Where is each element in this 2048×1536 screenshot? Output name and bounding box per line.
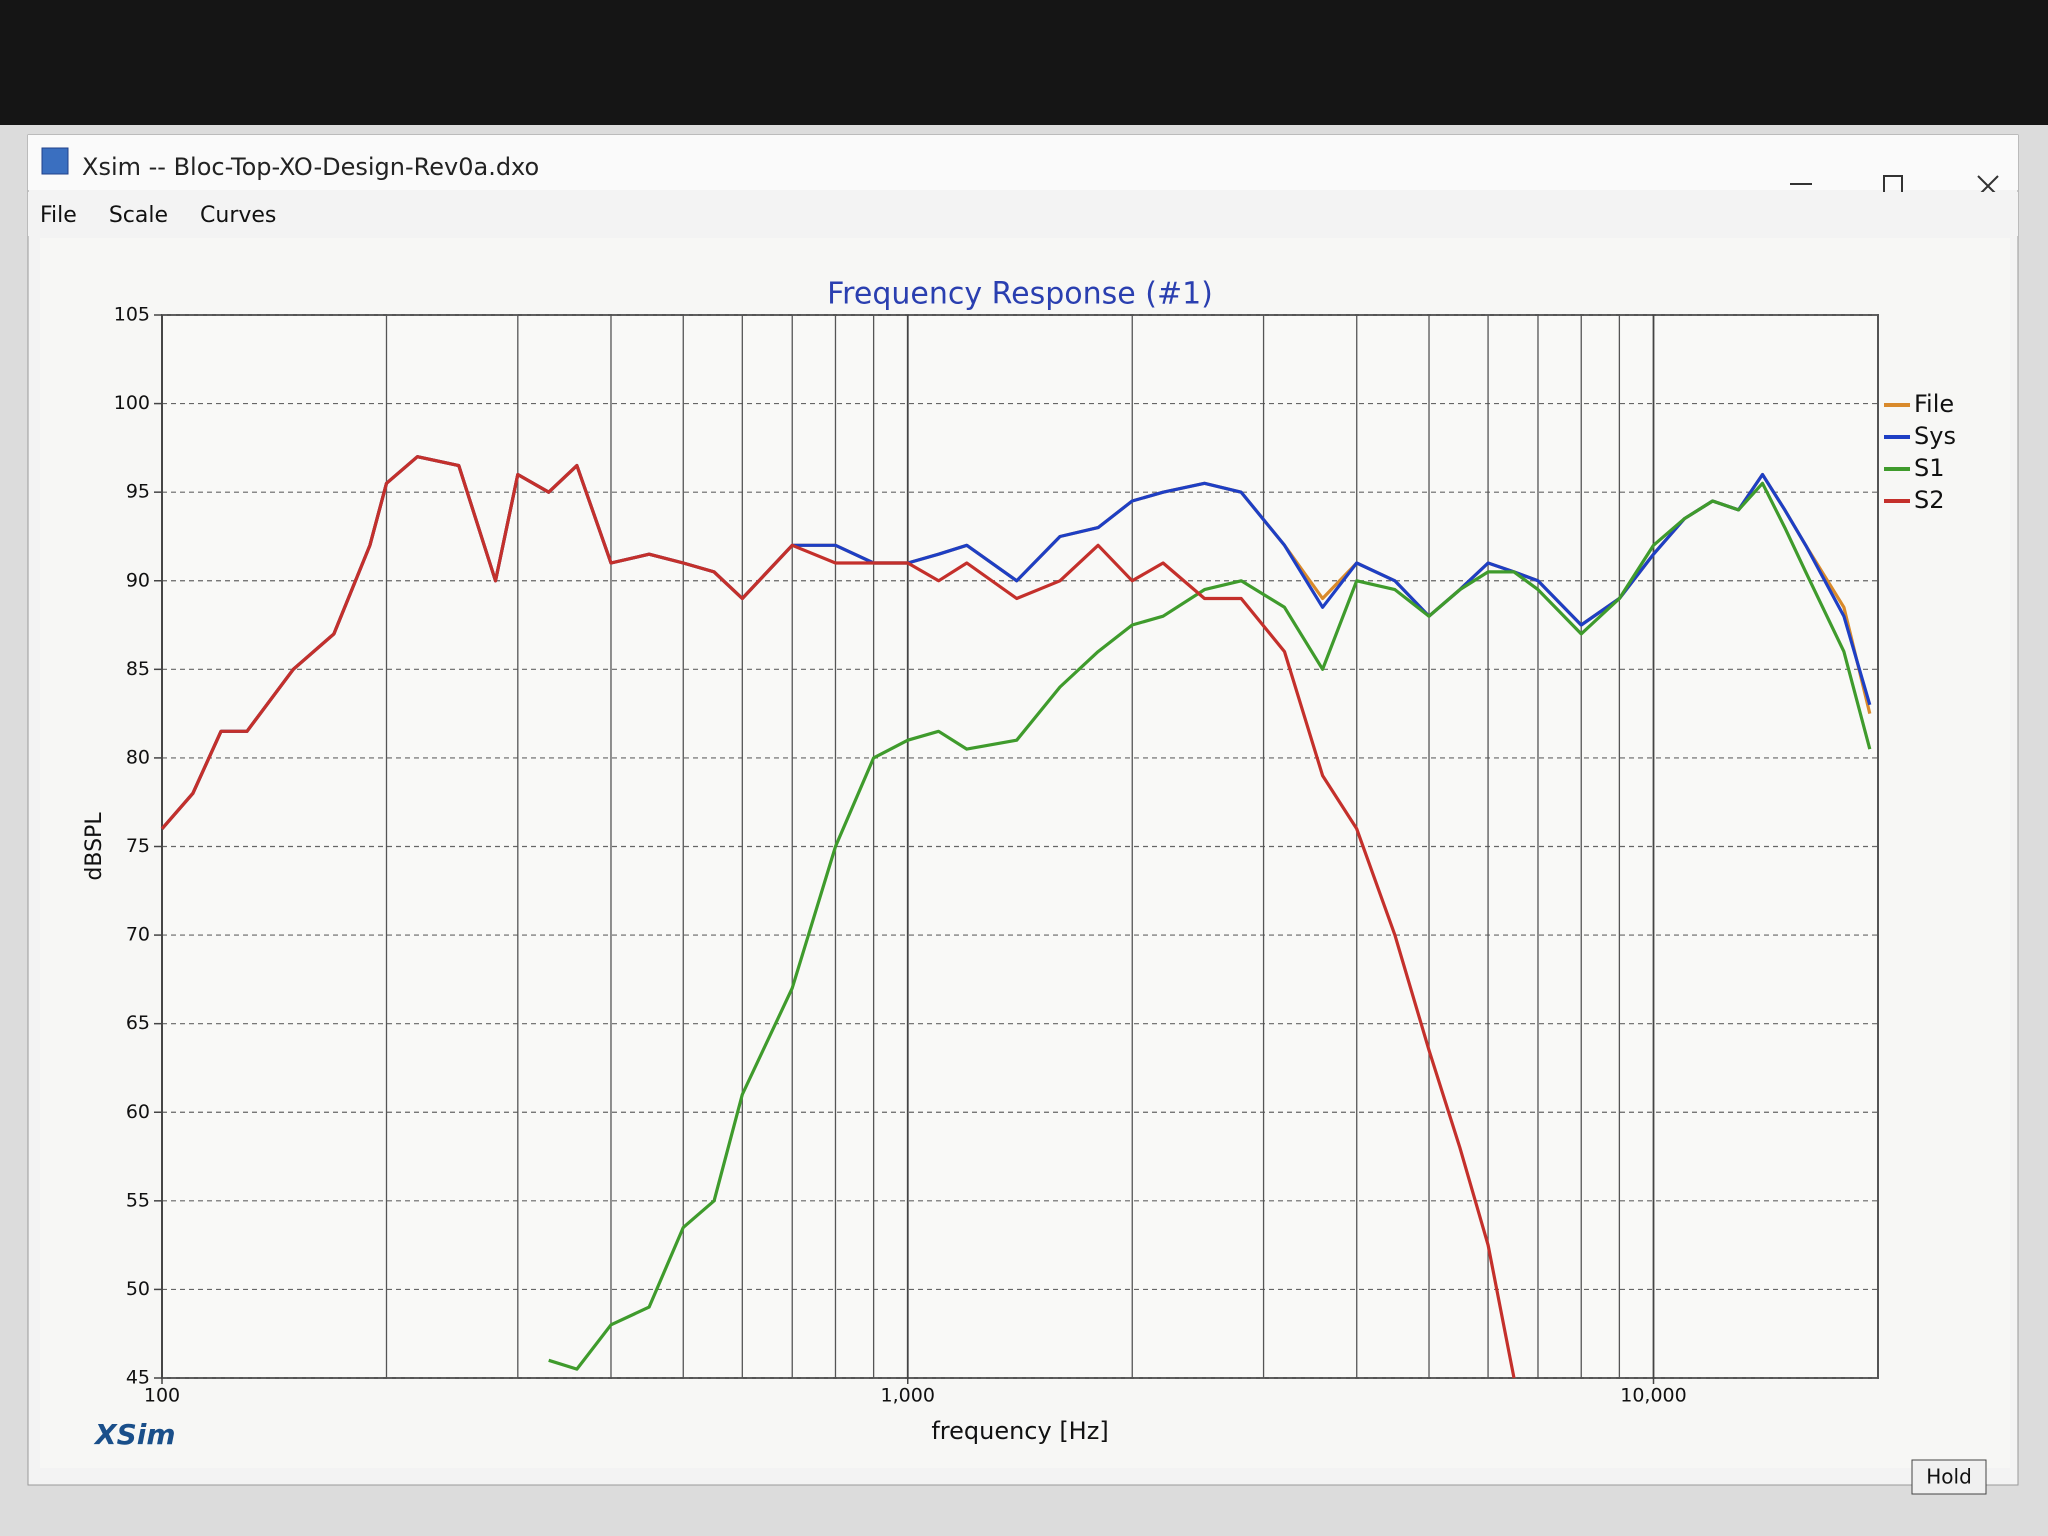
y-tick-label: 75	[126, 835, 150, 857]
legend-label: File	[1914, 390, 1954, 418]
hold-button[interactable]	[1911, 1459, 1987, 1495]
legend-label: S2	[1914, 486, 1945, 514]
hold-label[interactable]: Hold	[1926, 1465, 1972, 1489]
chart-title: Frequency Response (#1)	[827, 277, 1213, 312]
y-tick-label: 100	[114, 392, 150, 414]
menu: File Scale Curves	[40, 203, 276, 228]
title-bar	[28, 135, 2018, 190]
y-tick-label: 70	[126, 924, 150, 946]
menu-item[interactable]: Curves	[200, 203, 276, 228]
legend-label: Sys	[1914, 422, 1956, 450]
y-tick-label: 65	[126, 1012, 150, 1034]
y-axis-label: dBSPL	[82, 812, 107, 881]
y-tick-label: 80	[126, 746, 150, 768]
y-tick-label: 85	[126, 658, 150, 680]
x-tick-label: 1,000	[881, 1385, 935, 1407]
x-tick-label: 100	[144, 1385, 180, 1407]
logo: XSim	[93, 1418, 176, 1451]
menu-item[interactable]: Scale	[109, 203, 168, 228]
chart: Frequency Response (#1) dBSPL frequency [H…	[82, 277, 1956, 1446]
y-tick-label: 105	[114, 304, 150, 326]
series-line	[548, 481, 1872, 1371]
y-tick-label: 60	[126, 1101, 150, 1123]
x-tick-label: 10,000	[1620, 1385, 1686, 1407]
y-tick-label: 90	[126, 569, 150, 591]
menu-item[interactable]: File	[40, 203, 77, 228]
y-tick-label: 95	[126, 481, 150, 503]
legend-label: S1	[1914, 454, 1945, 482]
x-axis-label: frequency [Hz]	[931, 1417, 1108, 1445]
series-line	[160, 455, 1516, 1379]
y-tick-label: 50	[126, 1278, 150, 1300]
y-tick-label: 45	[126, 1367, 150, 1389]
app-icon	[41, 147, 69, 175]
y-tick-label: 55	[126, 1189, 150, 1211]
menu-bar	[28, 192, 2018, 236]
window-title: Xsim -- Bloc-Top-XO-Design-Rev0a.dxo	[82, 153, 539, 181]
